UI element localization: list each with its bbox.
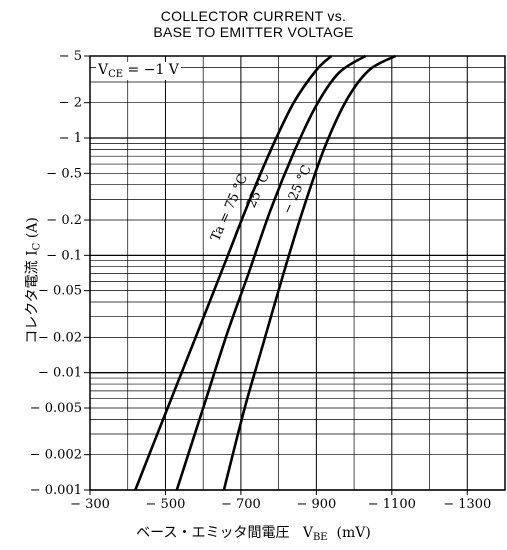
y-tick-label: − 0.05 (38, 284, 82, 299)
x-label-prefix: ベース・エミッタ間電圧 (136, 525, 290, 541)
x-tick-label: − 1100 (368, 497, 416, 512)
y-tick-label: − 0.2 (46, 213, 82, 228)
series-label-0: Ta = 75 °C (208, 172, 251, 244)
y-tick-label: − 1 (59, 131, 82, 146)
chart-title-line2: BASE TO EMITTER VOLTAGE (153, 24, 354, 40)
series-line-0 (134, 55, 333, 491)
y-label-unit: (A) (24, 217, 41, 239)
y-tick-label: − 0.005 (30, 401, 82, 416)
y-label-prefix: コレクタ電流 (24, 260, 41, 344)
series-label-1: 25 °C (244, 170, 273, 210)
x-tick-label: − 300 (70, 497, 110, 512)
plot-frame (89, 55, 506, 491)
y-tick-label: − 0.001 (30, 483, 82, 498)
minor-grid (89, 55, 506, 491)
y-tick-label: − 2 (59, 96, 82, 111)
x-tick-label: − 900 (296, 497, 336, 512)
condition-value: = −1 V (127, 62, 179, 78)
y-tick-label: − 0.1 (46, 248, 82, 263)
x-axis-ticks: − 300 − 500 − 700 − 900 − 1100 − 1300 (70, 490, 491, 512)
series-line-1 (175, 54, 367, 491)
x-tick-label: − 700 (221, 497, 261, 512)
y-tick-label: − 5 (59, 49, 82, 64)
chart-title-line1: COLLECTOR CURRENT vs. (160, 8, 347, 24)
series-lines (134, 54, 397, 491)
y-label-sub: C (31, 242, 43, 251)
x-tick-label: − 500 (146, 497, 186, 512)
x-tick-label: − 1300 (443, 497, 491, 512)
series-line-2 (222, 54, 397, 491)
y-tick-label: − 0.5 (46, 166, 82, 181)
y-axis-label: コレクタ電流 IC (A) (22, 211, 43, 351)
x-label-unit: (mV) (336, 525, 371, 541)
x-label-sub: BE (312, 532, 328, 543)
condition-sub: CE (108, 69, 124, 80)
y-label-symbol: I (24, 250, 41, 256)
y-axis-ticks: − 5 − 2 − 1 − 0.5 − 0.2 − 0.1 − 0.05 − 0.02 − 0.… (30, 49, 90, 498)
condition-symbol: V (98, 62, 109, 78)
condition-label: VCE = −1 V (96, 62, 181, 80)
y-tick-label: − 0.01 (38, 366, 82, 381)
x-axis-label: ベース・エミッタ間電圧 VBE (mV) (0, 522, 507, 543)
x-label-symbol: V (302, 525, 313, 541)
y-tick-label: − 0.02 (38, 330, 82, 345)
y-tick-label: − 0.002 (30, 448, 82, 463)
